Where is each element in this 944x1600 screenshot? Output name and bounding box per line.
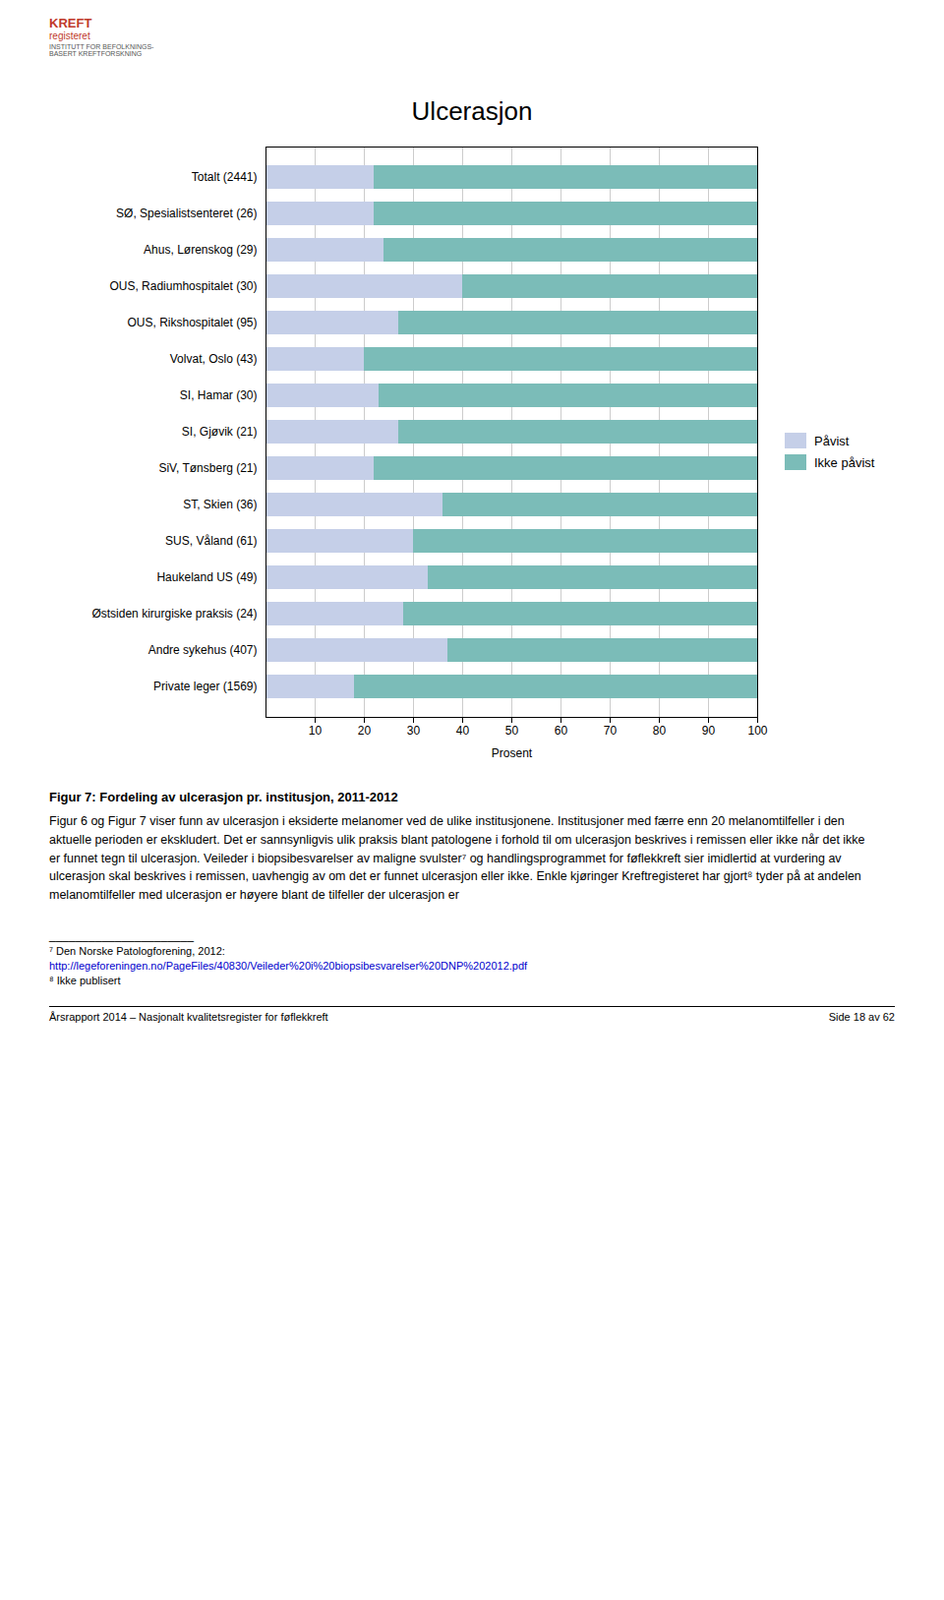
svg-text:SI, Hamar (30): SI, Hamar (30) bbox=[179, 388, 258, 403]
svg-text:OUS, Radiumhospitalet (30): OUS, Radiumhospitalet (30) bbox=[109, 279, 257, 294]
svg-text:50: 50 bbox=[505, 723, 520, 738]
svg-text:Ahus, Lørenskog (29): Ahus, Lørenskog (29) bbox=[143, 242, 257, 257]
svg-text:SiV, Tønsberg (21): SiV, Tønsberg (21) bbox=[158, 461, 257, 475]
svg-text:SØ, Spesialistsenteret (26): SØ, Spesialistsenteret (26) bbox=[116, 206, 257, 221]
html-text:Side 18 av 62: Side 18 av 62 bbox=[828, 1010, 895, 1023]
svg-text:40: 40 bbox=[456, 723, 471, 738]
html-text:KREFT: KREFT bbox=[49, 15, 92, 31]
svg-text:60: 60 bbox=[554, 723, 569, 738]
svg-text:70: 70 bbox=[603, 723, 618, 738]
svg-text:ST, Skien (36): ST, Skien (36) bbox=[182, 497, 257, 512]
svg-text:SI, Gjøvik (21): SI, Gjøvik (21) bbox=[181, 424, 258, 439]
html-text:Årsrapport 2014 – Nasjonalt kv: Årsrapport 2014 – Nasjonalt kvalitetsreg… bbox=[49, 1010, 329, 1023]
svg-text:Totalt (2441): Totalt (2441) bbox=[191, 170, 258, 184]
svg-text:SUS, Våland (61): SUS, Våland (61) bbox=[165, 533, 257, 548]
svg-text:Andre sykehus (407): Andre sykehus (407) bbox=[148, 643, 258, 657]
svg-text:Private leger (1569): Private leger (1569) bbox=[153, 679, 257, 694]
html-text:registeret: registeret bbox=[49, 30, 91, 42]
html-text:Figur 6 og Figur 7 viser funn: Figur 6 og Figur 7 viser funn av ulceras… bbox=[49, 814, 865, 902]
svg-text:30: 30 bbox=[407, 723, 421, 738]
svg-text:OUS, Rikshospitalet (95): OUS, Rikshospitalet (95) bbox=[126, 315, 257, 330]
svg-text:100: 100 bbox=[747, 723, 767, 738]
svg-text:Haukeland US (49): Haukeland US (49) bbox=[156, 570, 257, 585]
svg-text:80: 80 bbox=[652, 723, 667, 738]
html-text:http://legeforeningen.no/PageF: http://legeforeningen.no/PageFiles/40830… bbox=[49, 959, 528, 972]
html-text:Figur 7: Fordeling av ulcerasj: Figur 7: Fordeling av ulcerasjon pr. ins… bbox=[49, 789, 398, 805]
svg-text:90: 90 bbox=[702, 723, 716, 738]
html-text:Påvist: Påvist bbox=[814, 433, 850, 448]
html-text:⁷ Den Norske Patologforening,: ⁷ Den Norske Patologforening, 2012: bbox=[49, 944, 226, 957]
svg-text:10: 10 bbox=[308, 723, 323, 738]
html-text:Ulcerasjon: Ulcerasjon bbox=[411, 96, 533, 126]
svg-text:Prosent: Prosent bbox=[491, 746, 533, 761]
svg-text:Volvat, Oslo (43): Volvat, Oslo (43) bbox=[170, 352, 258, 366]
html-text:INSTITUTT FOR BEFOLKNINGS- BAS: INSTITUTT FOR BEFOLKNINGS- BASERT KREFTF… bbox=[49, 43, 154, 58]
svg-text:Østsiden kirurgiske praksis (2: Østsiden kirurgiske praksis (24) bbox=[91, 606, 257, 621]
html-text:Ikke påvist: Ikke påvist bbox=[814, 454, 875, 470]
html-text:⁸ Ikke publisert: ⁸ Ikke publisert bbox=[49, 974, 121, 987]
svg-text:20: 20 bbox=[357, 723, 372, 738]
